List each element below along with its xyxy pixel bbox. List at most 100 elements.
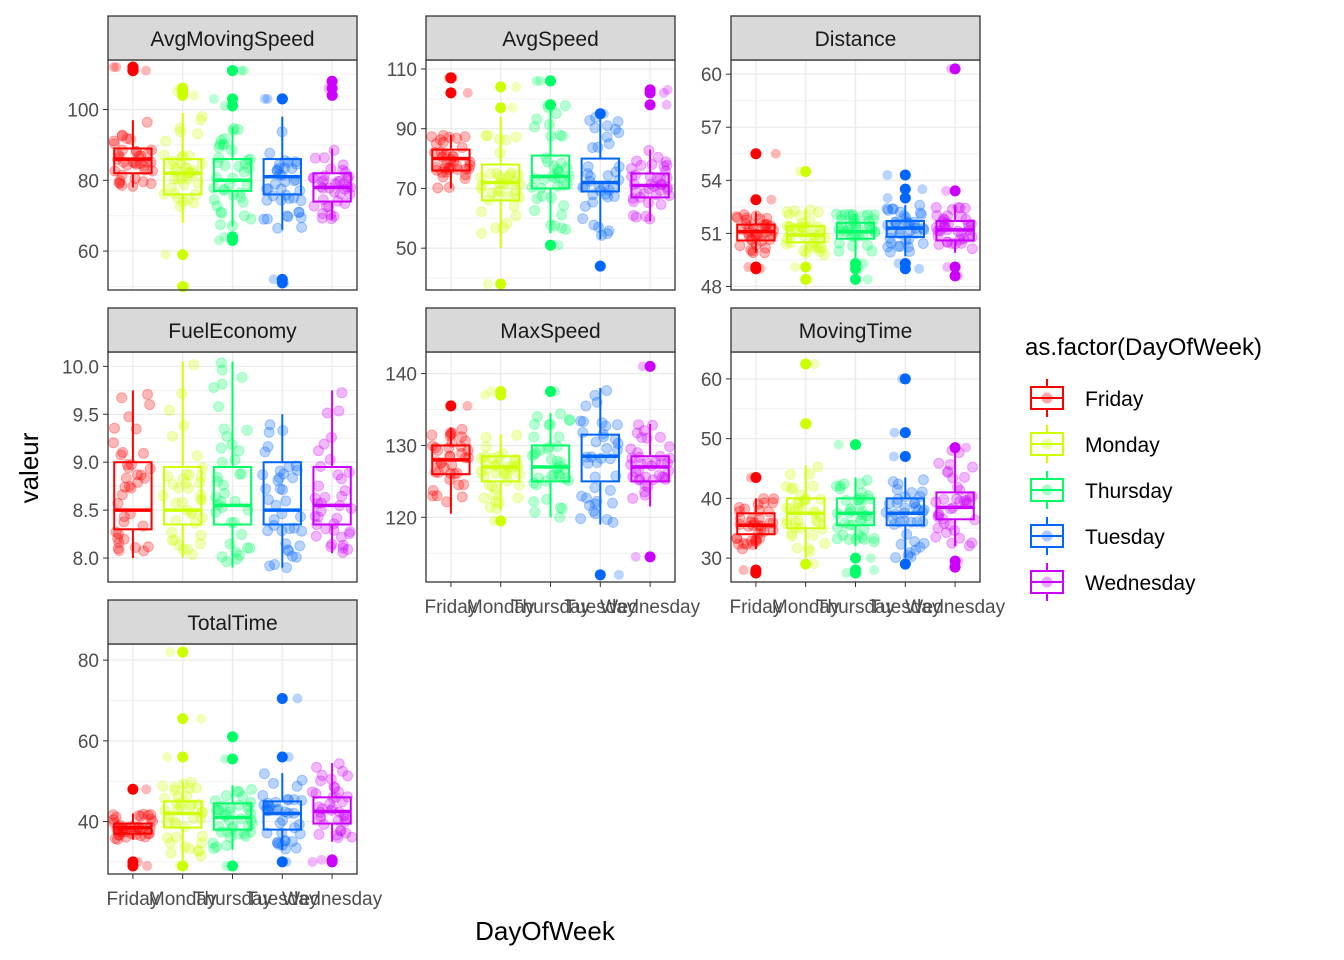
jitter-point	[661, 159, 673, 171]
outlier-point	[949, 63, 961, 75]
legend-point	[1041, 530, 1053, 542]
jitter-point	[954, 484, 966, 496]
jitter-point	[531, 75, 542, 86]
jitter-point	[451, 132, 463, 144]
jitter-point	[848, 213, 860, 225]
jitter-point	[109, 832, 121, 844]
jitter-point	[337, 159, 349, 171]
jitter-point	[215, 206, 227, 218]
jitter-point	[861, 474, 873, 486]
jitter-point	[553, 431, 565, 443]
jitter-point	[135, 830, 147, 842]
jitter-point	[316, 212, 328, 224]
jitter-point	[337, 546, 349, 558]
jitter-point	[888, 451, 899, 462]
jitter-point	[504, 169, 516, 181]
jitter-point	[551, 163, 563, 175]
jitter-point	[840, 494, 852, 506]
outlier-point	[227, 753, 238, 765]
box-wednesday	[306, 758, 358, 868]
jitter-point	[643, 144, 655, 156]
jitter-point	[437, 136, 449, 148]
jitter-point	[264, 419, 276, 431]
jitter-point	[601, 228, 613, 240]
jitter-point	[655, 198, 667, 210]
legend-label: Monday	[1085, 434, 1160, 457]
jitter-point	[135, 469, 147, 481]
outlier-point	[227, 65, 238, 77]
panel-distance: 48 51 54 57 60 Distance	[701, 15, 981, 298]
jitter-point	[118, 511, 130, 523]
jitter-point	[914, 263, 925, 274]
jitter-point	[188, 359, 200, 371]
jitter-point	[635, 159, 647, 171]
jitter-point	[868, 209, 880, 221]
jitter-point	[653, 469, 665, 481]
jitter-point	[114, 174, 126, 186]
jitter-point	[480, 441, 492, 453]
jitter-point	[963, 540, 975, 552]
jitter-point	[278, 162, 290, 174]
box-body	[163, 158, 203, 196]
outlier-point	[800, 418, 812, 430]
y-tick-label: 80	[78, 171, 99, 192]
jitter-point	[915, 209, 927, 221]
legend-label: Tuesday	[1085, 526, 1165, 549]
jitter-point	[307, 856, 318, 867]
jitter-point	[869, 565, 880, 576]
outlier-point	[177, 751, 189, 763]
jitter-point	[868, 532, 880, 544]
jitter-point	[601, 385, 613, 397]
jitter-point	[459, 131, 471, 143]
jitter-point	[560, 223, 572, 235]
jitter-point	[306, 786, 318, 798]
jitter-point	[892, 240, 904, 252]
box-body	[530, 444, 571, 483]
jitter-point	[478, 492, 490, 504]
jitter-point	[884, 246, 896, 258]
jitter-point	[213, 401, 225, 413]
jitter-point	[959, 202, 971, 214]
jitter-point	[732, 538, 744, 550]
legend-key-thursday: Thursday	[1030, 471, 1173, 509]
jitter-point	[293, 207, 305, 219]
jitter-point	[882, 193, 893, 203]
jitter-point	[233, 786, 245, 798]
jitter-point	[221, 839, 233, 851]
jitter-point	[529, 418, 541, 430]
outlier-point	[177, 860, 189, 872]
jitter-point	[479, 390, 490, 401]
jitter-point	[550, 108, 562, 120]
box-body	[580, 433, 620, 483]
jitter-point	[290, 842, 302, 854]
jitter-point	[843, 209, 855, 221]
jitter-point	[785, 468, 797, 480]
jitter-point	[186, 549, 198, 561]
jitter-point	[216, 551, 228, 563]
y-tick-label: 8.5	[73, 501, 99, 522]
jitter-point	[168, 534, 180, 546]
jitter-point	[933, 457, 945, 469]
jitter-point	[916, 486, 928, 498]
jitter-point	[273, 472, 285, 484]
jitter-point	[550, 386, 561, 397]
y-tick-label: 50	[701, 430, 722, 451]
outlier-point	[177, 249, 189, 261]
jitter-point	[501, 217, 513, 229]
jitter-point	[453, 479, 465, 491]
outlier-point	[899, 169, 911, 181]
jitter-point	[245, 213, 257, 225]
jitter-point	[281, 856, 292, 867]
y-tick-label: 57	[701, 118, 722, 139]
jitter-point	[545, 453, 557, 465]
box-monday	[780, 358, 831, 570]
jitter-point	[480, 431, 492, 443]
jitter-point	[216, 456, 228, 468]
jitter-point	[332, 469, 344, 481]
y-tick-label: 100	[67, 101, 99, 122]
jitter-point	[293, 206, 305, 218]
jitter-point	[142, 860, 153, 871]
jitter-point	[601, 513, 613, 525]
outlier-point	[800, 558, 812, 570]
y-tick-label: 9.0	[73, 453, 99, 474]
